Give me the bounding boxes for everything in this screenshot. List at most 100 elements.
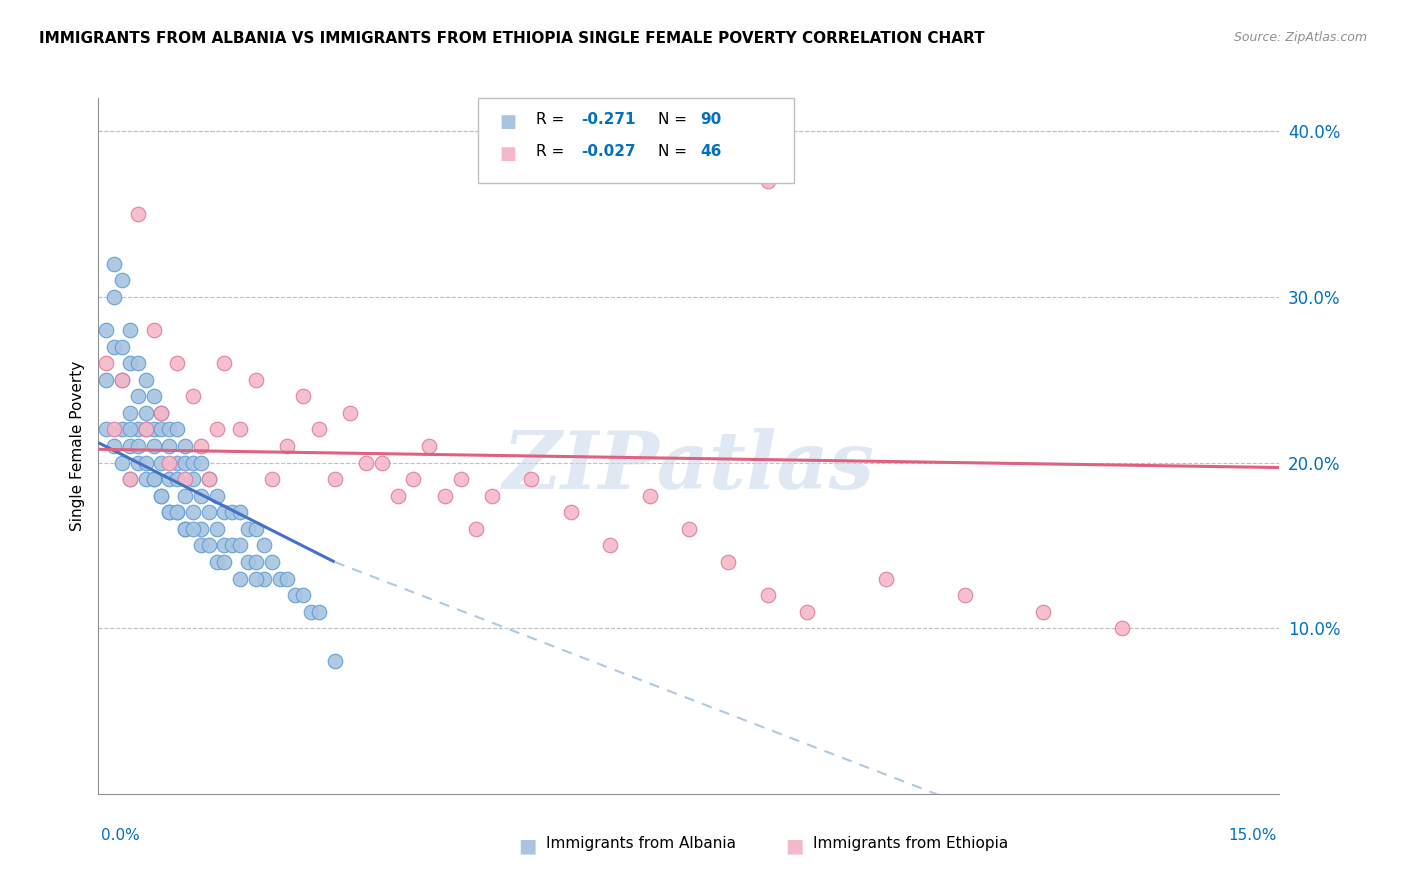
Point — [135, 422, 157, 436]
Point — [299, 605, 322, 619]
Point — [142, 422, 165, 436]
Point — [142, 472, 165, 486]
Text: 15.0%: 15.0% — [1229, 828, 1277, 843]
Point — [166, 456, 188, 470]
Point — [236, 555, 259, 569]
Point — [245, 572, 267, 586]
Text: ■: ■ — [499, 113, 516, 131]
Point — [174, 439, 197, 453]
Point — [450, 472, 472, 486]
Point — [236, 522, 259, 536]
Point — [599, 538, 621, 552]
Point — [387, 489, 409, 503]
Point — [166, 356, 188, 370]
Point — [103, 257, 125, 271]
Point — [103, 439, 125, 453]
Point — [150, 489, 173, 503]
Point — [229, 505, 252, 519]
Point — [127, 356, 149, 370]
Point — [190, 439, 212, 453]
Point — [118, 472, 141, 486]
Point — [181, 456, 204, 470]
Point — [190, 489, 212, 503]
Point — [135, 456, 157, 470]
Point — [292, 389, 315, 403]
Point — [135, 472, 157, 486]
Point — [166, 422, 188, 436]
Point — [323, 654, 346, 668]
Point — [181, 389, 204, 403]
Point — [197, 472, 219, 486]
Point — [756, 174, 779, 188]
Point — [127, 422, 149, 436]
Point — [118, 406, 141, 420]
Text: ZIPatlas: ZIPatlas — [503, 428, 875, 506]
Point — [166, 505, 188, 519]
Point — [678, 522, 700, 536]
Point — [229, 538, 252, 552]
Point — [205, 422, 228, 436]
Point — [197, 472, 219, 486]
Point — [245, 522, 267, 536]
Point — [142, 439, 165, 453]
Point — [796, 605, 818, 619]
Point — [118, 439, 141, 453]
Point — [142, 389, 165, 403]
Text: ■: ■ — [499, 145, 516, 163]
Point — [157, 439, 180, 453]
Point — [229, 572, 252, 586]
Point — [166, 472, 188, 486]
Point — [190, 538, 212, 552]
Point — [111, 422, 134, 436]
Point — [339, 406, 361, 420]
Point — [717, 555, 740, 569]
Point — [197, 538, 219, 552]
Point — [190, 456, 212, 470]
Point — [127, 439, 149, 453]
Point — [402, 472, 425, 486]
Point — [157, 456, 180, 470]
Point — [135, 406, 157, 420]
Point — [253, 572, 276, 586]
Point — [276, 572, 298, 586]
Point — [127, 456, 149, 470]
Point — [245, 555, 267, 569]
Text: Immigrants from Ethiopia: Immigrants from Ethiopia — [813, 836, 1008, 851]
Point — [174, 456, 197, 470]
Point — [96, 422, 118, 436]
Point — [221, 505, 243, 519]
Text: Source: ZipAtlas.com: Source: ZipAtlas.com — [1233, 31, 1367, 45]
Point — [135, 422, 157, 436]
Point — [118, 356, 141, 370]
Point — [205, 555, 228, 569]
Text: 0.0%: 0.0% — [101, 828, 141, 843]
Point — [433, 489, 456, 503]
Point — [111, 373, 134, 387]
Point — [103, 422, 125, 436]
Point — [638, 489, 661, 503]
Text: R =: R = — [536, 112, 569, 127]
Point — [214, 538, 236, 552]
Point — [150, 406, 173, 420]
Point — [118, 323, 141, 337]
Text: R =: R = — [536, 144, 569, 159]
Point — [756, 588, 779, 602]
Point — [269, 572, 291, 586]
Point — [953, 588, 976, 602]
Text: N =: N = — [658, 112, 692, 127]
Point — [253, 538, 276, 552]
Point — [292, 588, 315, 602]
Point — [174, 489, 197, 503]
Point — [323, 472, 346, 486]
Point — [308, 422, 330, 436]
Point — [560, 505, 582, 519]
Point — [284, 588, 307, 602]
Text: N =: N = — [658, 144, 692, 159]
Point — [1111, 621, 1133, 635]
Text: ■: ■ — [517, 837, 537, 855]
Point — [127, 207, 149, 221]
Point — [174, 472, 197, 486]
Point — [418, 439, 440, 453]
Point — [96, 323, 118, 337]
Point — [103, 340, 125, 354]
